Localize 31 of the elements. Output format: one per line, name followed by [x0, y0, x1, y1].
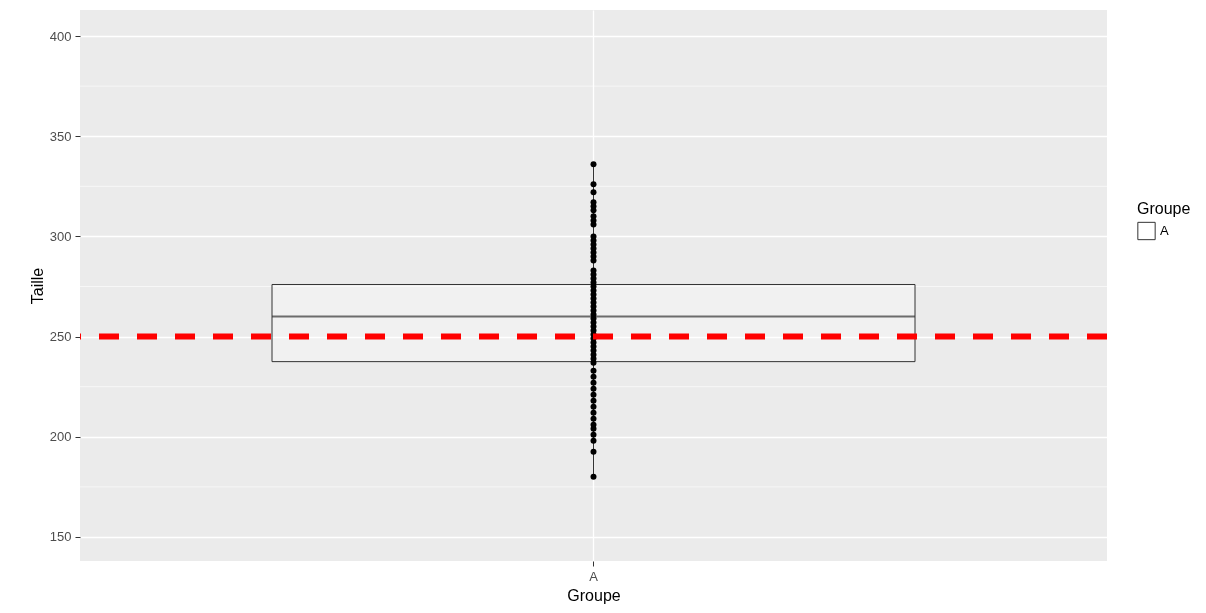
y-tick-label: 350: [49, 128, 72, 144]
point: [590, 391, 597, 398]
point: [590, 403, 597, 410]
point: [590, 425, 597, 432]
legend-title: Groupe: [1137, 199, 1191, 217]
y-tick-label: 300: [49, 228, 72, 244]
y-tick-label: 250: [49, 329, 72, 345]
point: [590, 221, 597, 228]
point: [590, 448, 597, 455]
point: [590, 367, 597, 374]
point: [590, 373, 597, 380]
point: [590, 181, 597, 188]
point: [590, 409, 597, 416]
point: [590, 415, 597, 422]
point: [590, 189, 597, 196]
point: [590, 397, 597, 404]
y-tick-label: 200: [49, 429, 72, 445]
y-axis-title: Taille: [28, 267, 46, 305]
point: [590, 161, 597, 168]
point: [590, 431, 597, 438]
point: [590, 437, 597, 444]
point: [590, 379, 597, 386]
point: [590, 257, 597, 264]
x-axis-title: Groupe: [567, 586, 621, 604]
y-tick-label: 400: [49, 28, 72, 44]
point: [590, 359, 597, 366]
point: [590, 473, 597, 480]
point: [590, 207, 597, 214]
legend-label: A: [1160, 223, 1169, 238]
point: [590, 385, 597, 392]
y-tick-label: 150: [49, 529, 72, 545]
